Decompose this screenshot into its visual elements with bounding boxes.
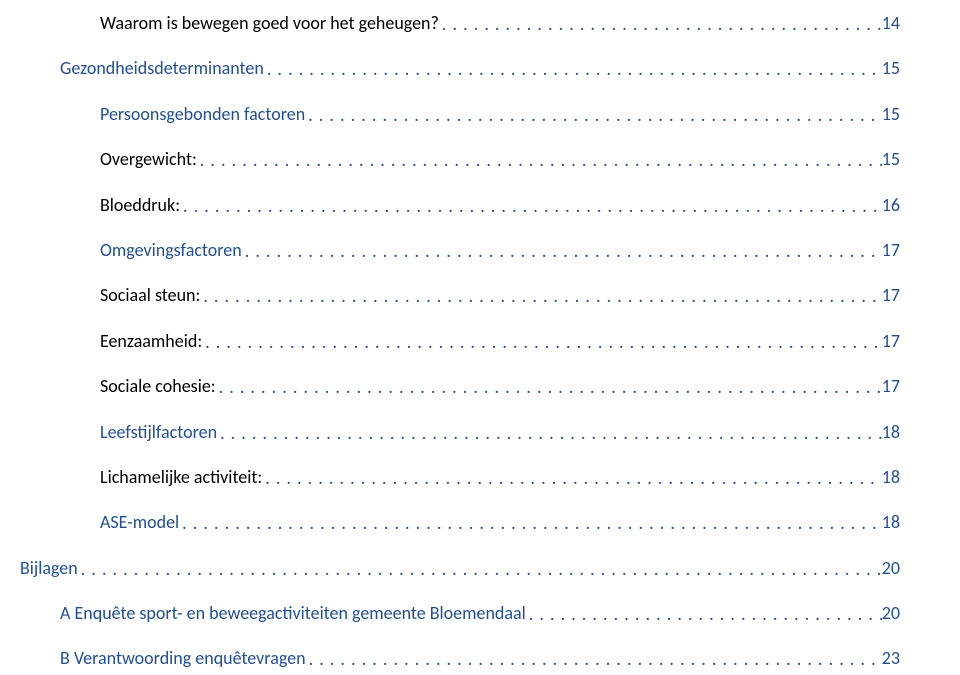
toc-page: Waarom is bewegen goed voor het geheugen… [0,0,960,675]
toc-page-number: 15 [882,103,900,126]
toc-page-number: 23 [882,647,900,670]
toc-title: Eenzaamheid: [100,330,202,353]
toc-title-link[interactable]: Leefstijlfactoren [100,421,217,444]
toc-leader-dots: . . . . . . . . . . . . . . . . . . . . … [262,467,882,490]
toc-page-number: 17 [882,330,900,353]
toc-title: Waarom is bewegen goed voor het geheugen… [100,12,439,35]
toc-leader-dots: . . . . . . . . . . . . . . . . . . . . … [242,240,882,263]
toc-title-link[interactable]: B Verantwoording enquêtevragen [60,647,306,670]
toc-page-number: 17 [882,239,900,262]
toc-entry[interactable]: Leefstijlfactoren. . . . . . . . . . . .… [20,417,900,462]
toc-entry[interactable]: A Enquête sport- en beweegactiviteiten g… [20,598,900,643]
toc-entry[interactable]: Waarom is bewegen goed voor het geheugen… [20,8,900,53]
toc-entry[interactable]: Bloeddruk:. . . . . . . . . . . . . . . … [20,190,900,235]
toc-entry[interactable]: Gezondheidsdeterminanten. . . . . . . . … [20,53,900,98]
toc-page-number: 15 [882,57,900,80]
toc-leader-dots: . . . . . . . . . . . . . . . . . . . . … [439,13,882,36]
toc-title-link[interactable]: ASE-model [100,511,179,534]
toc-leader-dots: . . . . . . . . . . . . . . . . . . . . … [526,603,882,626]
toc-entry[interactable]: Eenzaamheid:. . . . . . . . . . . . . . … [20,326,900,371]
toc-entry[interactable]: Overgewicht:. . . . . . . . . . . . . . … [20,144,900,189]
toc-leader-dots: . . . . . . . . . . . . . . . . . . . . … [264,58,882,81]
toc-entry[interactable]: B Verantwoording enquêtevragen. . . . . … [20,643,900,675]
toc-entry[interactable]: Bijlagen. . . . . . . . . . . . . . . . … [20,553,900,598]
toc-title: Sociale cohesie: [100,375,216,398]
toc-entry[interactable]: Lichamelijke activiteit:. . . . . . . . … [20,462,900,507]
toc-page-number: 17 [882,284,900,307]
toc-page-number: 18 [882,466,900,489]
toc-title-link[interactable]: A Enquête sport- en beweegactiviteiten g… [60,602,526,625]
toc-leader-dots: . . . . . . . . . . . . . . . . . . . . … [78,558,882,581]
toc-entry[interactable]: Sociaal steun:. . . . . . . . . . . . . … [20,280,900,325]
toc-page-number: 17 [882,375,900,398]
toc-leader-dots: . . . . . . . . . . . . . . . . . . . . … [180,195,882,218]
toc-page-number: 15 [882,148,900,171]
toc-entry[interactable]: ASE-model. . . . . . . . . . . . . . . .… [20,507,900,552]
toc-title-link[interactable]: Persoonsgebonden factoren [100,103,305,126]
toc-leader-dots: . . . . . . . . . . . . . . . . . . . . … [202,331,882,354]
toc-leader-dots: . . . . . . . . . . . . . . . . . . . . … [217,422,882,445]
toc-entry[interactable]: Sociale cohesie:. . . . . . . . . . . . … [20,371,900,416]
toc-title: Sociaal steun: [100,284,200,307]
toc-title: Overgewicht: [100,148,197,171]
toc-leader-dots: . . . . . . . . . . . . . . . . . . . . … [306,648,882,671]
toc-leader-dots: . . . . . . . . . . . . . . . . . . . . … [305,104,882,127]
toc-title-link[interactable]: Omgevingsfactoren [100,239,242,262]
toc-page-number: 18 [882,421,900,444]
toc-page-number: 14 [882,12,900,35]
toc-page-number: 18 [882,511,900,534]
toc-entry[interactable]: Omgevingsfactoren. . . . . . . . . . . .… [20,235,900,280]
toc-title-link[interactable]: Gezondheidsdeterminanten [60,57,264,80]
toc-title: Lichamelijke activiteit: [100,466,262,489]
toc-page-number: 20 [882,602,900,625]
toc-page-number: 16 [882,194,900,217]
toc-title-link[interactable]: Bijlagen [20,557,78,580]
toc-leader-dots: . . . . . . . . . . . . . . . . . . . . … [200,285,881,308]
toc-leader-dots: . . . . . . . . . . . . . . . . . . . . … [179,512,882,535]
toc-title: Bloeddruk: [100,194,180,217]
toc-page-number: 20 [882,557,900,580]
toc-leader-dots: . . . . . . . . . . . . . . . . . . . . … [216,376,882,399]
toc-leader-dots: . . . . . . . . . . . . . . . . . . . . … [197,149,882,172]
toc-entry[interactable]: Persoonsgebonden factoren. . . . . . . .… [20,99,900,144]
